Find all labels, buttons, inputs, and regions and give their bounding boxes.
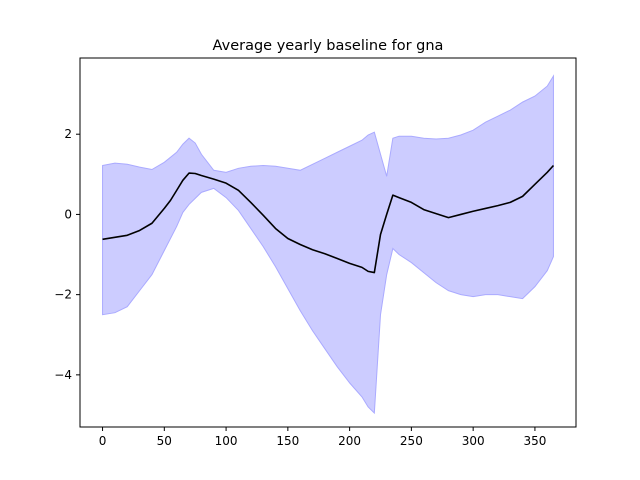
y-tick-label: −4 bbox=[54, 368, 72, 382]
x-tick-label: 100 bbox=[215, 434, 238, 448]
plot-area bbox=[102, 74, 555, 415]
chart-title: Average yearly baseline for gna bbox=[213, 38, 444, 54]
x-tick-label: 0 bbox=[99, 434, 107, 448]
confidence-band bbox=[102, 74, 554, 415]
x-tick-label: 300 bbox=[462, 434, 485, 448]
y-tick-label: 0 bbox=[64, 207, 72, 221]
y-tick-label: −2 bbox=[54, 288, 72, 302]
axes: 0 50 100 150 200 250 300 350 −4 −2 0 2 bbox=[54, 127, 546, 448]
x-tick-label: 150 bbox=[276, 434, 299, 448]
x-tick-label: 350 bbox=[523, 434, 546, 448]
x-tick-label: 50 bbox=[157, 434, 172, 448]
mean-line bbox=[102, 164, 555, 274]
x-tick-label: 200 bbox=[338, 434, 361, 448]
y-tick-label: 2 bbox=[64, 127, 72, 141]
x-tick-label: 250 bbox=[400, 434, 423, 448]
plot-frame bbox=[79, 57, 577, 428]
